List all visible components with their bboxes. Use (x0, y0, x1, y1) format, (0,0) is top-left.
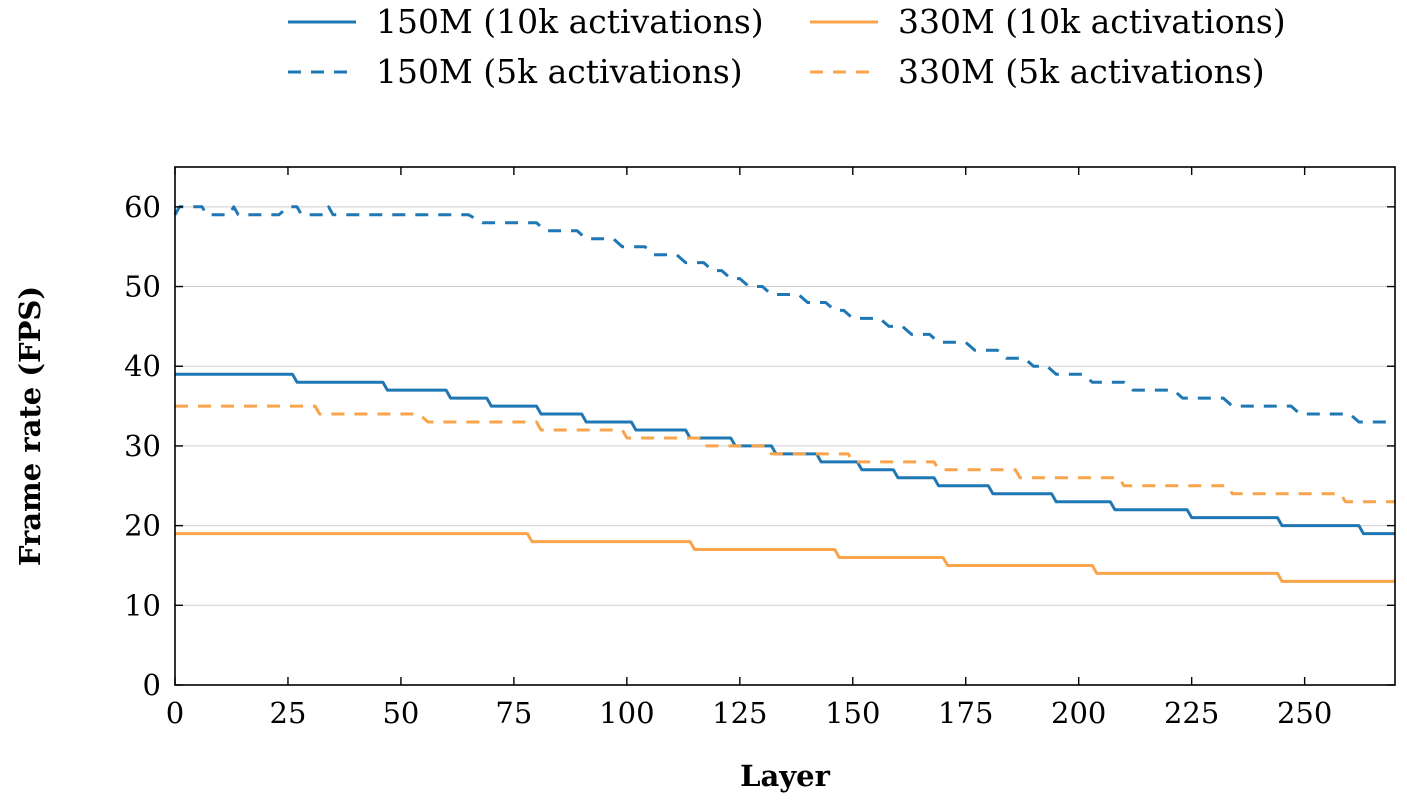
y-tick-label: 50 (124, 270, 161, 304)
axis-ticks: 0 10 20 30 40 50 60 0 25 50 75 100 125 150 175 200 225 25… (124, 167, 1395, 730)
series-line-2 (175, 532, 1395, 583)
x-tick-label: 250 (1277, 696, 1332, 730)
x-tick-label: 175 (938, 696, 993, 730)
y-tick-label: 20 (124, 509, 161, 543)
gridlines (175, 206, 1395, 606)
x-tick-label: 150 (825, 696, 880, 730)
x-tick-label: 50 (382, 696, 419, 730)
x-tick-label: 100 (599, 696, 654, 730)
x-tick-label: 25 (270, 696, 307, 730)
x-tick-label: 225 (1164, 696, 1219, 730)
x-tick-label: 125 (712, 696, 767, 730)
series-line-3 (175, 404, 1395, 504)
legend-label-0: 150M (10k activations) (376, 2, 764, 41)
x-axis-label: Layer (740, 759, 830, 793)
x-tick-label: 0 (166, 696, 184, 730)
y-axis-label: Frame rate (FPS) (13, 286, 47, 566)
series-lines (173, 205, 1395, 583)
series-line-1 (173, 205, 1395, 424)
y-tick-label: 10 (124, 588, 161, 622)
legend-label-2: 330M (10k activations) (898, 2, 1286, 41)
y-tick-label: 30 (124, 429, 161, 463)
legend-label-3: 330M (5k activations) (898, 52, 1265, 91)
y-tick-label: 40 (124, 349, 161, 383)
series-line-0 (175, 372, 1395, 536)
y-tick-label: 0 (143, 668, 161, 702)
legend-label-1: 150M (5k activations) (376, 52, 743, 91)
y-tick-label: 60 (124, 190, 161, 224)
plot-frame (174, 166, 1396, 686)
x-tick-label: 75 (495, 696, 532, 730)
legend: 150M (10k activations) 150M (5k activatio… (288, 2, 1286, 91)
x-tick-label: 200 (1051, 696, 1106, 730)
